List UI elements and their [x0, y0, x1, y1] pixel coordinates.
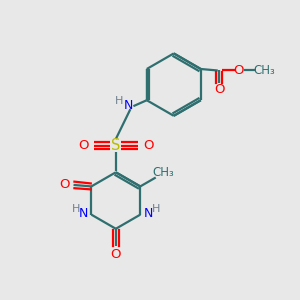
Text: S: S	[111, 138, 121, 153]
Text: N: N	[124, 99, 134, 112]
Text: CH₃: CH₃	[254, 64, 275, 77]
Text: O: O	[233, 64, 244, 77]
Text: N: N	[78, 207, 88, 220]
Text: O: O	[214, 83, 224, 96]
Text: O: O	[59, 178, 70, 191]
Text: H: H	[72, 204, 80, 214]
Text: O: O	[111, 248, 121, 261]
Text: CH₃: CH₃	[152, 166, 174, 178]
Text: O: O	[78, 139, 88, 152]
Text: O: O	[143, 139, 154, 152]
Text: H: H	[115, 96, 123, 106]
Text: H: H	[152, 204, 160, 214]
Text: N: N	[144, 207, 153, 220]
